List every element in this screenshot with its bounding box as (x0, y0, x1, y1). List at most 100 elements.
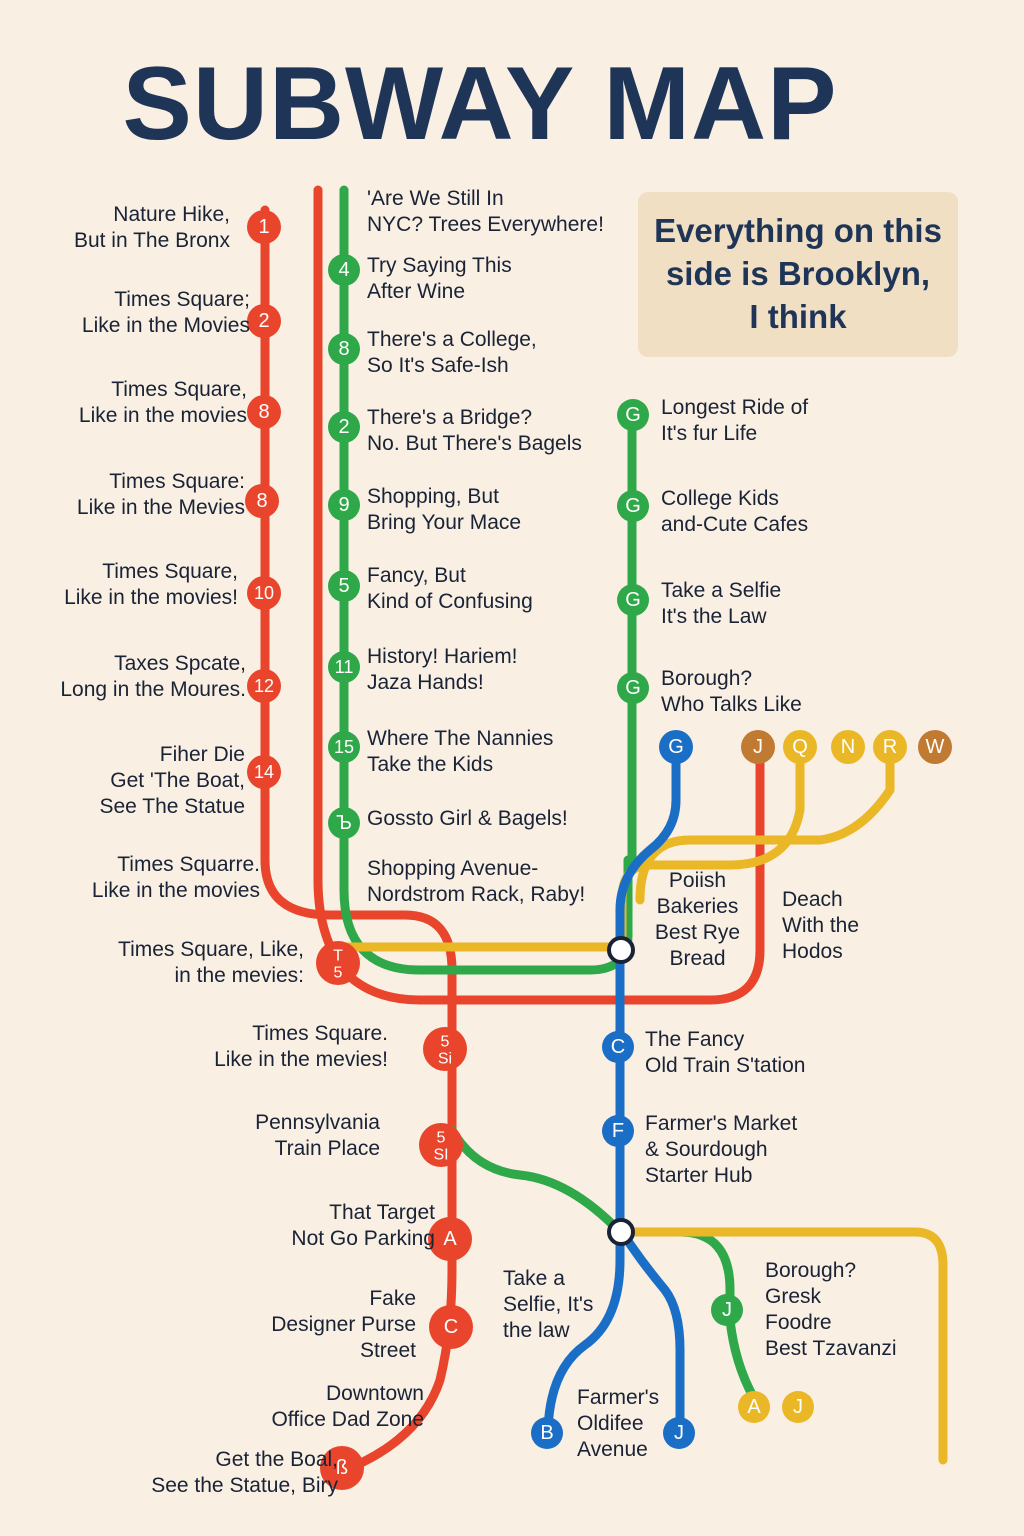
green-station-badge[interactable]: J (711, 1294, 743, 1326)
station-badge-text: Q (792, 736, 808, 758)
blue-station-badge[interactable]: F (602, 1115, 634, 1147)
station-badge-text: Ъ (336, 812, 352, 834)
station-badge-text: A (747, 1396, 761, 1418)
station-label: Nature Hike, But in The Bronx (73, 203, 230, 252)
station-dot (782, 1391, 814, 1423)
green-station-badge[interactable]: 11 (328, 651, 360, 683)
station-dot (531, 1417, 563, 1449)
green-station-badge[interactable]: 5 (328, 570, 360, 602)
green-station-badge[interactable]: Ъ (328, 807, 360, 839)
red-station-badge[interactable]: 14 (247, 755, 281, 789)
station-label: Get the Boal, See the Statue, Biry (151, 1448, 338, 1497)
station-label: Times Square, Like in the movies (78, 378, 247, 427)
green-station-badge[interactable]: 15 (328, 731, 360, 763)
station-label: Farmer's Market & Sourdough Starter Hub (645, 1112, 798, 1187)
station-badge-text: B (540, 1422, 553, 1444)
terminal-badge[interactable]: B (531, 1417, 563, 1449)
station-dot (831, 730, 865, 764)
red-station-badge[interactable]: T5 (316, 941, 360, 985)
red-station-badge[interactable]: 5Si (423, 1027, 467, 1071)
station-label: Take a Selfie It's the Law (661, 579, 782, 628)
terminal-badge[interactable]: R (873, 730, 907, 764)
station-dot (428, 1217, 472, 1261)
station-dot (247, 210, 281, 244)
red-station-badge[interactable]: 12 (247, 669, 281, 703)
g-station-badge[interactable]: G (617, 672, 649, 704)
station-dot (617, 399, 649, 431)
station-badge-text: G (668, 736, 684, 758)
terminal-badge[interactable]: Q (783, 730, 817, 764)
station-dot (738, 1391, 770, 1423)
station-dot (783, 730, 817, 764)
polish-bakeries-label: Poiish Bakeries Best Rye Bread (654, 869, 741, 970)
terminal-badge-blue-g[interactable]: G (659, 730, 693, 764)
station-label: That Target Not Go Parking (291, 1201, 435, 1250)
farmers-avenue-label: Farmer's Oldifee Avenue (577, 1386, 660, 1461)
station-label: Times Square; Like in the Movies (81, 288, 250, 337)
station-dot (328, 411, 360, 443)
station-badge-text: ß (336, 1457, 348, 1479)
station-badge-text: A (443, 1228, 457, 1250)
station-label: Try Saying This After Wine (367, 254, 512, 303)
station-badge-text: N (841, 736, 855, 758)
station-dot (617, 490, 649, 522)
red-station-badge[interactable]: 5SI (419, 1123, 463, 1167)
station-label: Fancy, But Kind of Confusing (367, 564, 533, 613)
green-station-badge[interactable]: 4 (328, 254, 360, 286)
station-badge-text: 8 (258, 401, 269, 423)
g-station-badge[interactable]: G (617, 584, 649, 616)
red-station-badge[interactable]: A (428, 1217, 472, 1261)
station-badge-text: 2 (338, 416, 349, 438)
green-station-badge[interactable]: 2 (328, 411, 360, 443)
station-badge-text: T (333, 948, 343, 965)
station-badge-text: G (625, 495, 641, 517)
station-label: Taxes Spcate, Long in the Moures. (60, 652, 246, 701)
blue-station-badge[interactable]: C (602, 1031, 634, 1063)
transfer-hub-south[interactable] (607, 1218, 635, 1246)
station-label: History! Hariem! Jaza Hands! (367, 645, 518, 694)
station-badge-text: R (883, 736, 897, 758)
red-station-badge[interactable]: 10 (247, 576, 281, 610)
station-dot (328, 807, 360, 839)
transfer-hub-north[interactable] (607, 936, 635, 964)
red-station-badge[interactable]: 1 (247, 210, 281, 244)
station-label: Shopping, But Bring Your Mace (367, 485, 522, 534)
station-label: Fiher Die Get 'The Boat, See The Statue (99, 743, 245, 818)
green-station-badge[interactable]: 8 (328, 333, 360, 365)
station-dot (602, 1115, 634, 1147)
station-dot (316, 941, 360, 985)
station-badge-text: 8 (256, 490, 267, 512)
station-badge-text: 14 (254, 762, 274, 782)
g-station-badge[interactable]: G (617, 490, 649, 522)
station-label: Times Square: Like in the Mevies (76, 470, 245, 519)
station-badge-text: 5 (437, 1130, 446, 1147)
green-station-badge[interactable]: 9 (328, 489, 360, 521)
station-badge-text: 1 (258, 216, 269, 238)
terminal-badge[interactable]: W (918, 730, 952, 764)
station-dot (617, 672, 649, 704)
station-label: Gossto Girl & Bagels! (367, 807, 568, 830)
station-dot (711, 1294, 743, 1326)
red-station-badge[interactable]: C (429, 1305, 473, 1349)
terminal-badge[interactable]: N (831, 730, 865, 764)
terminal-badge[interactable]: J (782, 1391, 814, 1423)
station-dot (320, 1446, 364, 1490)
red-station-badge[interactable]: 2 (247, 304, 281, 338)
station-dot (247, 576, 281, 610)
station-dot (328, 651, 360, 683)
station-badge-text: G (625, 589, 641, 611)
station-dot (247, 669, 281, 703)
terminal-badge[interactable]: A (738, 1391, 770, 1423)
red-station-badge[interactable]: 8 (247, 395, 281, 429)
station-label: College Kids and-Cute Cafes (661, 487, 809, 536)
red-station-badge[interactable]: ß (320, 1446, 364, 1490)
station-badge-text: 5 (338, 575, 349, 597)
red-line-outer (260, 205, 457, 1475)
station-dot (741, 730, 775, 764)
g-station-badge[interactable]: G (617, 399, 649, 431)
terminal-badge[interactable]: J (741, 730, 775, 764)
red-station-badge[interactable]: 8 (245, 484, 279, 518)
station-badge-text: F (612, 1120, 624, 1142)
terminal-badge[interactable]: J (663, 1417, 695, 1449)
